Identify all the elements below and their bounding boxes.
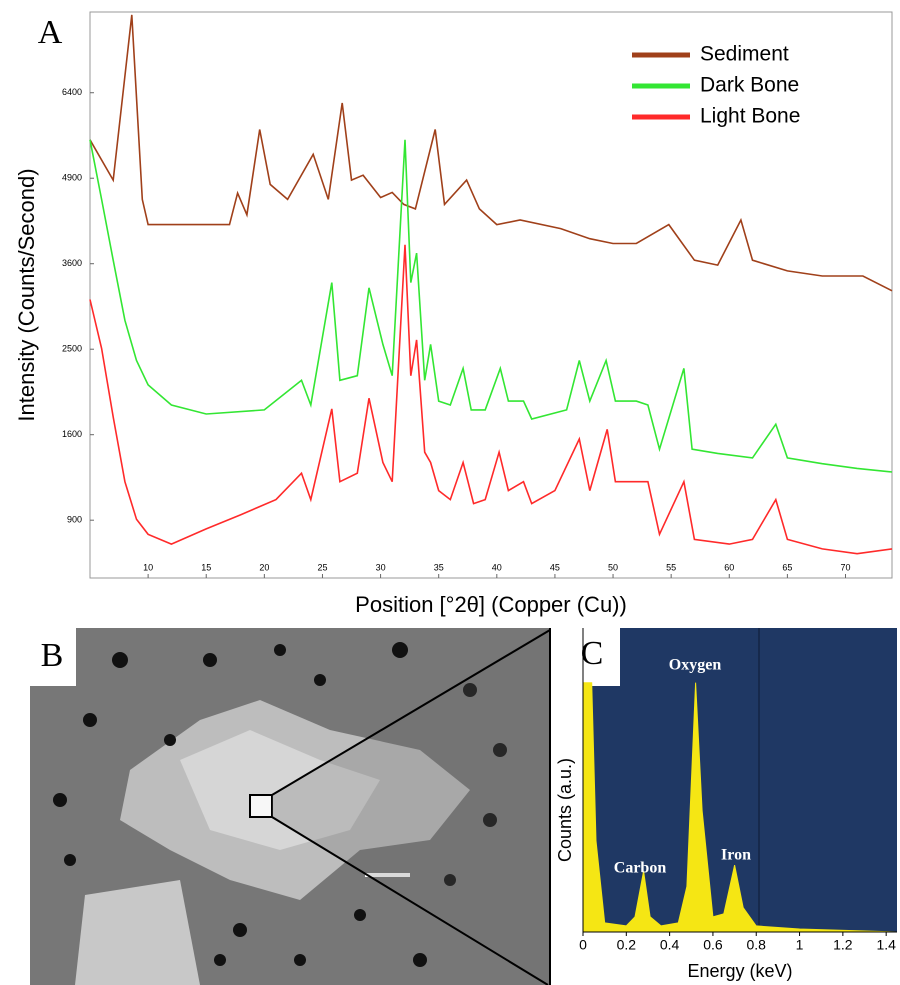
y-tick-label: 1600 — [62, 429, 82, 439]
y-tick-label: 900 — [67, 515, 82, 525]
x-tick-label: 15 — [201, 562, 211, 572]
panel-label: B — [41, 637, 64, 674]
x-tick-label: 10 — [143, 562, 153, 572]
x-tick-label: 0 — [579, 937, 587, 953]
x-tick-label: 65 — [782, 562, 792, 572]
x-tick-label: 30 — [376, 562, 386, 572]
x-tick-label: 0.4 — [660, 937, 680, 953]
label-box — [30, 628, 76, 686]
panel-label: C — [581, 635, 604, 672]
x-tick-label: 0.8 — [747, 937, 767, 953]
legend-label: Dark Bone — [700, 74, 799, 97]
x-tick-label: 50 — [608, 562, 618, 572]
annotation: Iron — [721, 847, 751, 864]
x-tick-label: 45 — [550, 562, 560, 572]
panel-label: A — [38, 14, 63, 51]
x-axis-title: Position [°2θ] (Copper (Cu)) — [355, 592, 627, 617]
x-tick-label: 25 — [317, 562, 327, 572]
legend-label: Sediment — [700, 43, 789, 66]
x-tick-label: 55 — [666, 562, 676, 572]
plot-background — [583, 628, 897, 932]
x-tick-label: 0.2 — [617, 937, 637, 953]
x-tick-label: 60 — [724, 562, 734, 572]
y-tick-label: 3600 — [62, 258, 82, 268]
data-line — [89, 244, 893, 555]
y-axis-title: Intensity (Counts/Second) — [14, 168, 39, 421]
y-tick-label: 4900 — [62, 173, 82, 183]
x-tick-label: 1.4 — [876, 937, 896, 953]
x-tick-label: 1.2 — [833, 937, 853, 953]
spectrum-area — [582, 682, 898, 933]
annotation: Oxygen — [669, 657, 722, 674]
label-box — [560, 628, 620, 686]
y-tick-label: 6400 — [62, 87, 82, 97]
y-axis-title: Counts (a.u.) — [555, 758, 575, 862]
x-tick-label: 20 — [259, 562, 269, 572]
plot-frame — [89, 11, 893, 579]
annotation: Carbon — [614, 860, 667, 877]
x-tick-label: 40 — [492, 562, 502, 572]
x-tick-label: 0.6 — [703, 937, 723, 953]
y-tick-label: 2500 — [62, 344, 82, 354]
data-line — [89, 14, 893, 292]
data-line — [89, 139, 893, 473]
x-tick-label: 70 — [840, 562, 850, 572]
sem-image — [30, 628, 551, 985]
legend-label: Light Bone — [700, 105, 800, 128]
x-tick-label: 35 — [434, 562, 444, 572]
x-tick-label: 1 — [796, 937, 804, 953]
x-axis-title: Energy (keV) — [687, 961, 792, 981]
